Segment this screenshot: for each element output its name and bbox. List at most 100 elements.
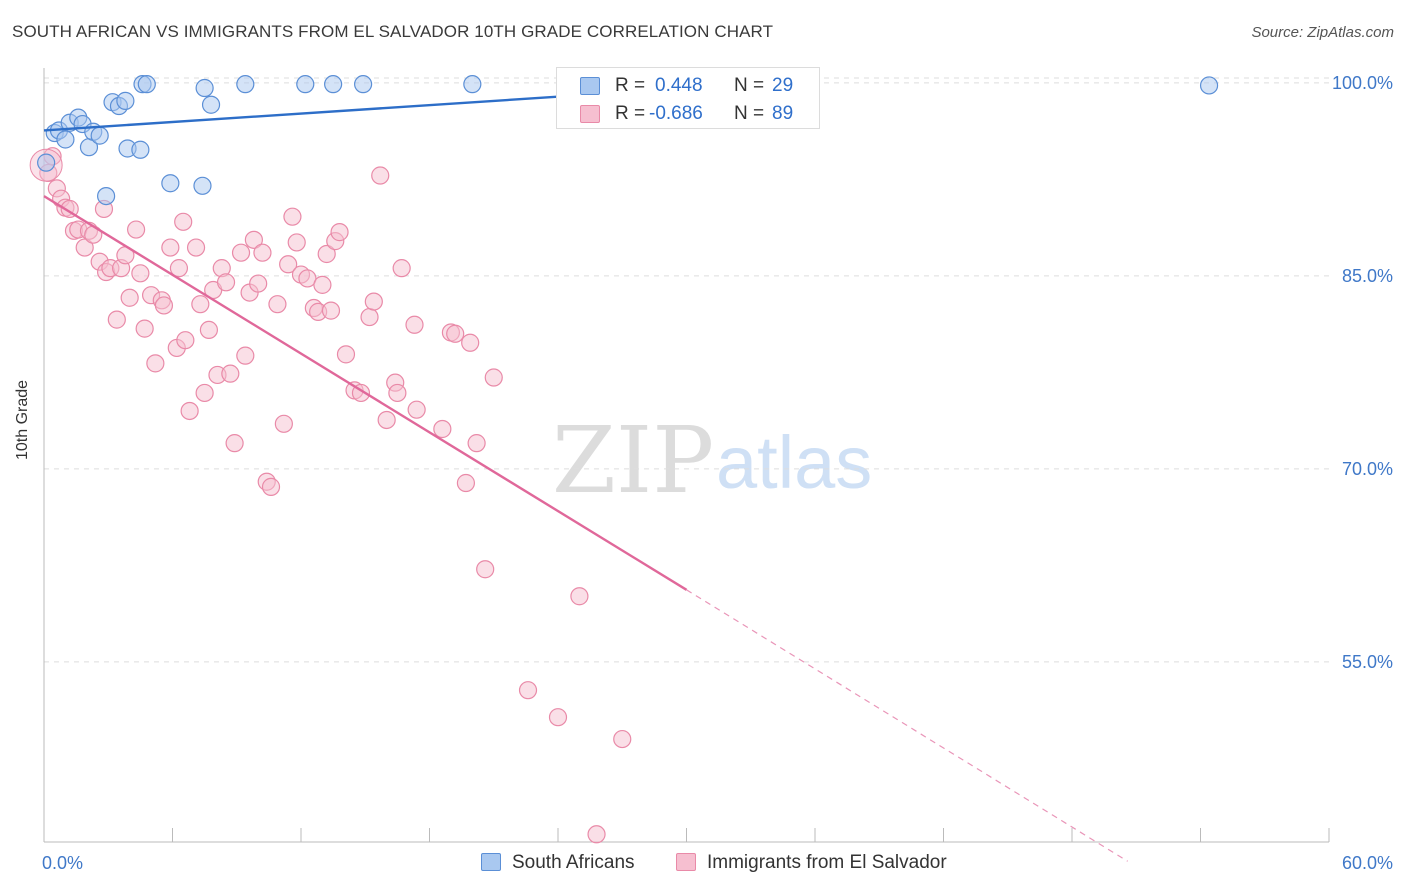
point-el-salvador xyxy=(154,296,174,315)
point-el-salvador xyxy=(176,331,195,350)
tick-labels: 55.0% 70.0% 85.0% 100.0% 0.0% 60.0% xyxy=(42,73,1393,873)
point-el-salvador xyxy=(518,681,538,700)
point-el-salvador xyxy=(484,368,503,387)
point-el-salvador xyxy=(321,301,341,320)
point-south-africans xyxy=(137,75,156,94)
point-south-africans xyxy=(161,174,180,193)
point-el-salvador xyxy=(587,825,606,844)
point-el-salvador xyxy=(388,383,407,403)
point-el-salvador xyxy=(225,434,244,453)
n-value: 89 xyxy=(772,103,794,124)
watermark-zip: ZIP xyxy=(552,407,714,514)
point-el-salvador xyxy=(199,320,219,340)
point-south-africans xyxy=(131,140,150,159)
point-south-africans xyxy=(201,95,221,114)
point-el-salvador xyxy=(371,166,390,185)
point-el-salvador xyxy=(75,238,94,257)
point-el-salvador xyxy=(135,319,154,338)
legend-south-africans-swatch xyxy=(481,853,501,871)
point-el-salvador xyxy=(317,244,336,264)
point-el-salvador xyxy=(161,238,180,257)
point-el-salvador xyxy=(467,434,486,453)
r-value: 0.448 xyxy=(655,75,703,96)
point-el-salvador xyxy=(392,259,411,278)
point-el-salvador xyxy=(180,401,199,421)
point-south-africans xyxy=(236,75,255,94)
point-south-africans xyxy=(195,78,214,98)
point-el-salvador xyxy=(120,288,139,307)
point-south-africans xyxy=(463,75,482,94)
point-el-salvador xyxy=(405,315,424,334)
point-south-africans xyxy=(116,91,135,110)
point-el-salvador xyxy=(174,212,193,231)
point-el-salvador xyxy=(287,233,306,252)
legend-el-salvador-swatch xyxy=(676,853,696,871)
point-el-salvador xyxy=(274,414,293,433)
point-el-salvador xyxy=(126,220,146,239)
y-tick-label: 70.0% xyxy=(1342,459,1393,479)
point-south-africans xyxy=(90,126,109,145)
point-south-africans xyxy=(1199,76,1219,95)
point-el-salvador xyxy=(216,273,236,292)
point-south-africans xyxy=(354,75,373,94)
point-el-salvador xyxy=(613,729,632,749)
point-south-africans xyxy=(37,153,56,172)
bottom-legend: South Africans Immigrants from El Salvad… xyxy=(0,850,1406,878)
point-el-salvador xyxy=(298,269,317,288)
trend-line-extension xyxy=(686,589,1128,862)
point-el-salvador xyxy=(261,477,281,496)
point-el-salvador xyxy=(570,587,589,606)
n-value: 29 xyxy=(772,75,794,96)
point-el-salvador xyxy=(107,310,126,329)
point-el-salvador xyxy=(253,243,272,262)
r-label: R = xyxy=(615,103,646,124)
watermark-atlas: atlas xyxy=(716,421,872,504)
point-el-salvador xyxy=(279,255,298,274)
point-el-salvador xyxy=(377,410,396,430)
point-el-salvador xyxy=(548,708,568,727)
y-tick-label: 55.0% xyxy=(1342,652,1393,672)
point-el-salvador xyxy=(221,364,240,383)
stats-legend-box: R = 0.448 N = 29 R = -0.686 N = 89 xyxy=(556,67,820,129)
n-label: N = xyxy=(734,75,765,96)
point-south-africans xyxy=(324,75,343,94)
point-el-salvador xyxy=(283,207,302,226)
n-label: N = xyxy=(734,103,765,124)
x-tick-label-min: 0.0% xyxy=(42,853,83,873)
point-south-africans xyxy=(296,75,315,94)
point-el-salvador xyxy=(195,383,214,403)
point-south-africans xyxy=(97,186,116,206)
legend-south-africans-label: South Africans xyxy=(512,852,635,873)
point-el-salvador xyxy=(191,295,210,314)
point-south-africans xyxy=(56,130,75,149)
watermark: ZIP atlas xyxy=(552,407,872,514)
x-tick-label-max: 60.0% xyxy=(1342,853,1393,873)
point-el-salvador xyxy=(364,292,383,311)
point-el-salvador xyxy=(360,307,379,327)
point-el-salvador xyxy=(456,473,476,493)
point-el-salvador xyxy=(131,264,150,283)
point-el-salvador xyxy=(433,419,452,439)
series-el-salvador-points xyxy=(29,147,632,844)
point-el-salvador xyxy=(476,560,495,579)
point-el-salvador xyxy=(446,324,465,343)
point-el-salvador xyxy=(407,400,426,419)
chart-title: SOUTH AFRICAN VS IMMIGRANTS FROM EL SALV… xyxy=(12,22,774,41)
point-el-salvador xyxy=(330,223,349,242)
south-africans-swatch xyxy=(580,77,600,95)
point-el-salvador xyxy=(336,345,356,364)
point-el-salvador xyxy=(313,275,332,294)
el-salvador-swatch xyxy=(580,105,600,123)
point-el-salvador xyxy=(169,259,189,278)
r-value: -0.686 xyxy=(649,103,703,124)
r-label: R = xyxy=(615,75,646,96)
point-el-salvador xyxy=(268,295,287,314)
trend-line-el-salvador xyxy=(43,195,688,591)
point-el-salvador xyxy=(186,238,206,257)
point-south-africans xyxy=(193,176,212,195)
point-el-salvador xyxy=(231,243,251,262)
source-credit: Source: ZipAtlas.com xyxy=(1251,24,1394,41)
y-tick-label: 85.0% xyxy=(1342,266,1393,286)
point-el-salvador xyxy=(236,346,255,365)
